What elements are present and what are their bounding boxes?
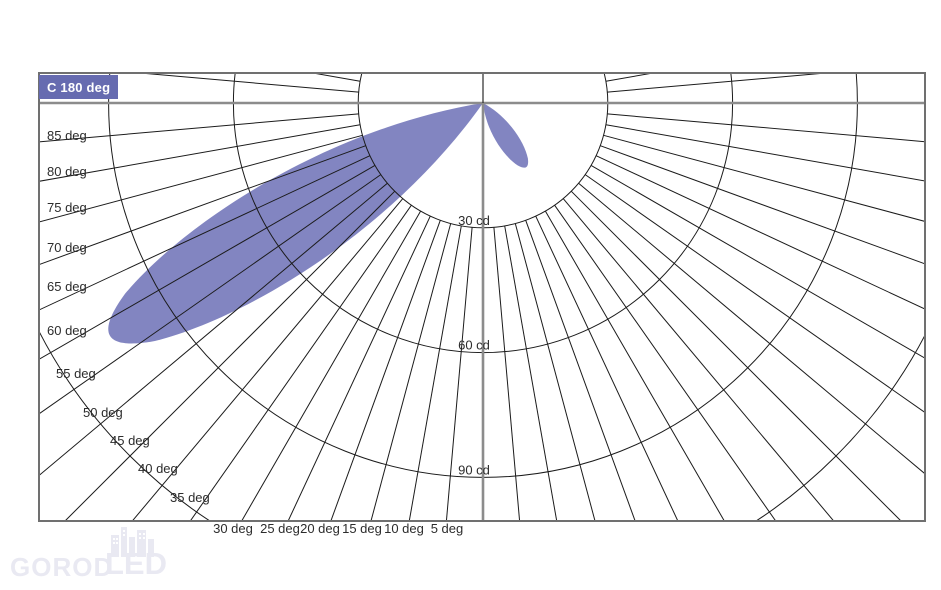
angle-label-left: 80 deg [47, 164, 87, 179]
angle-grid-line-10-right [504, 225, 558, 521]
angle-label-left: 85 deg [47, 128, 87, 143]
angle-grid-line-25-right [535, 215, 679, 521]
angle-label-diagonal: 35 deg [170, 490, 210, 505]
angle-grid-line-30-left [241, 210, 422, 521]
beam-lobe-main-beam [108, 103, 483, 344]
angle-grid-line-45-left [64, 190, 396, 521]
angle-grid-line-80-left [39, 124, 361, 182]
angle-label-diagonal: 45 deg [110, 433, 150, 448]
angle-grid-line-65-left [39, 155, 371, 311]
angle-grid-line-55-right [584, 174, 925, 414]
angle-grid-line-45-right [570, 190, 902, 521]
angle-grid-line-5-left [445, 227, 473, 521]
angle-grid-line-75-right [603, 134, 925, 222]
angle-label-diagonal: 50 deg [83, 405, 123, 420]
intensity-ring-label: 90 cd [458, 462, 490, 477]
angle-label-left: 65 deg [47, 279, 87, 294]
angle-grid-line-60-left [39, 164, 376, 360]
angle-grid-line-5-right [493, 227, 521, 521]
intensity-ring-label: 60 cd [458, 338, 490, 353]
angle-grid-line-15-left [370, 223, 452, 521]
angle-grid-line-40-right [562, 198, 835, 521]
angle-grid-line-75-left [39, 134, 363, 223]
beam-lobe-secondary-beam [483, 103, 529, 168]
angle-label-diagonal: 40 deg [138, 461, 178, 476]
angle-grid-line-35-left [189, 204, 412, 521]
angle-label-bottom: 15 deg [342, 521, 382, 536]
angle-grid-line-25-left [287, 215, 431, 521]
angle-grid-line-55-left [39, 174, 382, 415]
angle-label-bottom: 25 deg [260, 521, 300, 536]
angle-label-left: 75 deg [47, 200, 87, 215]
angle-grid-line-50-right [578, 182, 925, 475]
angle-grid-line-30-right [544, 210, 725, 521]
angle-grid-line-70-left [39, 145, 366, 266]
angle-label-left: 70 deg [47, 240, 87, 255]
angle-grid-line-10-left [408, 225, 462, 521]
angle-label-left: 60 deg [47, 323, 87, 338]
angle-grid-line-95-right [607, 73, 832, 93]
angle-grid-line-100-left [310, 73, 361, 82]
angle-grid-line-15-right [514, 223, 596, 521]
angle-grid-line-100-right [605, 73, 656, 82]
angle-grid-line-85-left [39, 113, 359, 143]
angle-label-bottom: 10 deg [384, 521, 424, 536]
angle-grid-line-80-right [605, 124, 925, 182]
angle-label-bottom: 5 deg [431, 521, 464, 536]
angle-grid-line-50-left [39, 182, 388, 477]
angle-grid-line-70-right [600, 145, 925, 265]
angle-grid-line-20-right [525, 220, 636, 521]
angle-grid-line-20-left [330, 220, 441, 521]
intensity-ring-label: 30 cd [458, 213, 490, 228]
angle-grid-line-60-right [590, 164, 925, 359]
angle-grid-line-65-right [595, 155, 925, 310]
angle-label-diagonal: 55 deg [56, 366, 96, 381]
angle-grid-line-35-right [554, 204, 777, 521]
plane-badge: C 180 deg [39, 75, 119, 99]
angle-grid-line-95-left [134, 73, 359, 93]
angle-grid-line-85-right [607, 113, 925, 143]
angle-label-bottom: 20 deg [300, 521, 340, 536]
chart-border [38, 72, 926, 522]
angle-label-bottom: 30 deg [213, 521, 253, 536]
angle-grid-line-40-left [131, 198, 404, 521]
